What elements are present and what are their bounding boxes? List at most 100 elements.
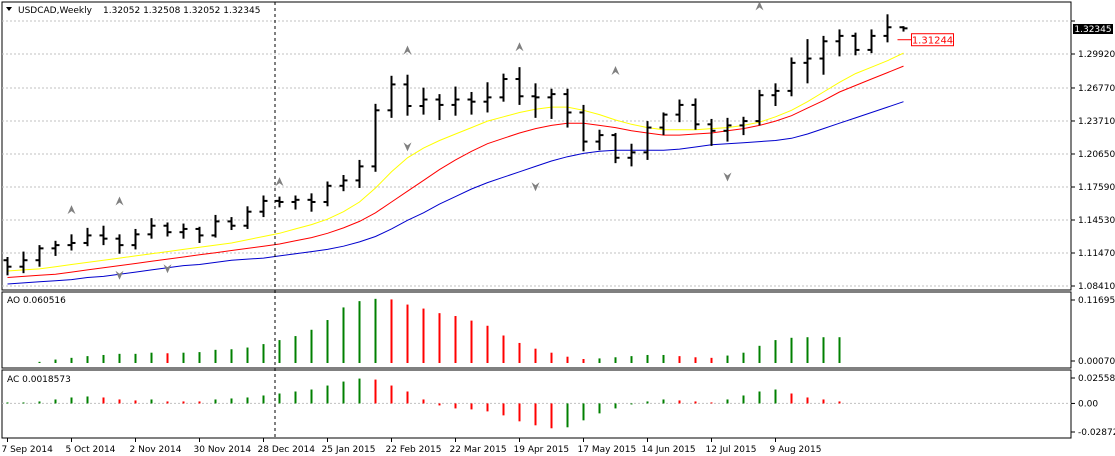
ohlc-bar xyxy=(803,39,812,84)
price-axis-label: 1.11470 xyxy=(1078,249,1115,259)
ohlc-bar xyxy=(499,73,508,102)
ohlc-bar xyxy=(451,86,460,116)
ohlc-bar xyxy=(483,82,492,113)
ohlc-bar xyxy=(195,226,204,243)
ohlc-bar xyxy=(115,234,124,254)
series-line-0 xyxy=(7,52,904,272)
ohlc-bar xyxy=(179,223,188,239)
fractal-up-icon xyxy=(755,1,764,11)
ohlc-bar xyxy=(787,57,796,97)
ohlc-bar xyxy=(131,228,140,250)
ohlc-bar xyxy=(531,83,540,118)
ohlc-bar xyxy=(563,88,572,128)
ohlc-bar xyxy=(675,99,684,123)
ohlc-bar xyxy=(339,175,348,192)
price-axis-label: 1.14530 xyxy=(1078,216,1115,226)
ohlc-bar xyxy=(579,104,588,152)
ohlc-bar xyxy=(323,181,332,207)
ohlc-bar xyxy=(467,91,476,115)
price-tag-label: 1.31244 xyxy=(912,36,953,47)
current-price-label: 1.32345 xyxy=(1074,25,1111,35)
ohlc-bar xyxy=(99,225,108,246)
fractal-up-icon xyxy=(275,177,284,187)
fractal-down-icon xyxy=(403,142,412,152)
ohlc-bar xyxy=(83,227,92,247)
x-axis: 7 Sep 2014 5 Oct 2014 2 Nov 2014 30 Nov 201… xyxy=(2,438,822,455)
price-axis-label: 1.17590 xyxy=(1078,183,1115,193)
ohlc-bar xyxy=(275,196,284,208)
price-tag-box xyxy=(911,33,954,47)
ohlc-bar xyxy=(611,132,620,164)
ohlc-header: 1.32052 1.32508 1.32052 1.32345 xyxy=(103,6,260,16)
ohlc-bar xyxy=(851,32,860,56)
ohlc-bar xyxy=(883,14,892,43)
ohlc-bar xyxy=(819,35,828,75)
x-axis-label: 30 Nov 2014 xyxy=(194,445,252,455)
ohlc-bar xyxy=(643,121,652,160)
ohlc-bar xyxy=(659,112,668,136)
ohlc-bar xyxy=(51,240,60,256)
x-axis-label: 22 Feb 2015 xyxy=(386,445,442,455)
ac-axis-label: 0.00 xyxy=(1078,399,1098,409)
ohlc-bar xyxy=(243,206,252,229)
current-price-box xyxy=(1073,24,1113,34)
ohlc-bar xyxy=(291,195,300,210)
ohlc-bar xyxy=(163,222,172,237)
ohlc-bar xyxy=(3,256,12,276)
ohlc-bar xyxy=(435,94,444,121)
ohlc-bar xyxy=(147,218,156,239)
x-axis-label: 19 Apr 2015 xyxy=(514,445,570,455)
ohlc-bar xyxy=(35,245,44,267)
fractal-down-icon xyxy=(723,172,732,182)
price-axis-label: 1.20650 xyxy=(1078,150,1115,160)
price-panel: USDCAD,Weekly 1.32052 1.32508 1.32052 1.… xyxy=(1,1,1115,292)
ao-axis-label: 0.116952 xyxy=(1078,296,1115,306)
ohlc-bar xyxy=(755,89,764,126)
fractal-up-icon xyxy=(403,45,412,55)
ohlc-bar xyxy=(387,75,396,118)
ohlc-bar xyxy=(547,88,556,119)
fractal-down-icon xyxy=(531,182,540,192)
price-axis-label: 1.26770 xyxy=(1078,84,1115,94)
ohlc-bar xyxy=(419,87,428,115)
ohlc-bar xyxy=(403,74,412,116)
ohlc-bar xyxy=(355,159,364,188)
x-axis-label: 2 Nov 2014 xyxy=(130,445,182,455)
fractal-up-icon xyxy=(611,66,620,76)
ohlc-bar xyxy=(899,26,908,32)
chart-menu-icon[interactable] xyxy=(6,7,12,11)
ohlc-bar xyxy=(595,129,604,151)
ohlc-bar xyxy=(371,103,380,172)
ohlc-bar xyxy=(307,193,316,212)
ohlc-bar xyxy=(707,118,716,146)
series-line-1 xyxy=(7,65,904,278)
fractal-down-icon xyxy=(115,270,124,280)
series-line-2 xyxy=(7,101,904,285)
ao-title: AO 0.060516 xyxy=(7,296,66,306)
x-axis-label: 28 Dec 2014 xyxy=(258,445,316,455)
x-axis-label: 9 Aug 2015 xyxy=(770,445,822,455)
fractal-down-icon xyxy=(163,264,172,274)
fractal-up-icon xyxy=(515,42,524,52)
ohlc-bar xyxy=(835,29,844,57)
ac-axis-label: 0.025582 xyxy=(1078,374,1115,384)
price-axis-label: 1.08410 xyxy=(1078,282,1115,292)
price-axis-label: 1.29920 xyxy=(1078,50,1115,60)
ohlc-bar xyxy=(739,116,748,136)
x-axis-label: 25 Jan 2015 xyxy=(322,445,376,455)
ac-panel: AC 0.0018573 0.025582 0.00 -0.028726 xyxy=(1,369,1115,439)
x-axis-label: 7 Sep 2014 xyxy=(2,445,54,455)
ohlc-bar xyxy=(771,83,780,106)
x-axis-label: 5 Oct 2014 xyxy=(66,445,116,455)
ohlc-bar xyxy=(515,67,524,105)
ohlc-bar xyxy=(867,29,876,54)
price-axis-label: 1.23710 xyxy=(1078,117,1115,127)
fractal-up-icon xyxy=(115,196,124,206)
ohlc-bar xyxy=(67,234,76,251)
ohlc-bar xyxy=(211,214,220,238)
price-title: USDCAD,Weekly xyxy=(18,6,93,16)
ohlc-bar xyxy=(723,117,732,142)
x-axis-label: 12 Jul 2015 xyxy=(706,445,757,455)
x-axis-label: 22 Mar 2015 xyxy=(450,445,507,455)
